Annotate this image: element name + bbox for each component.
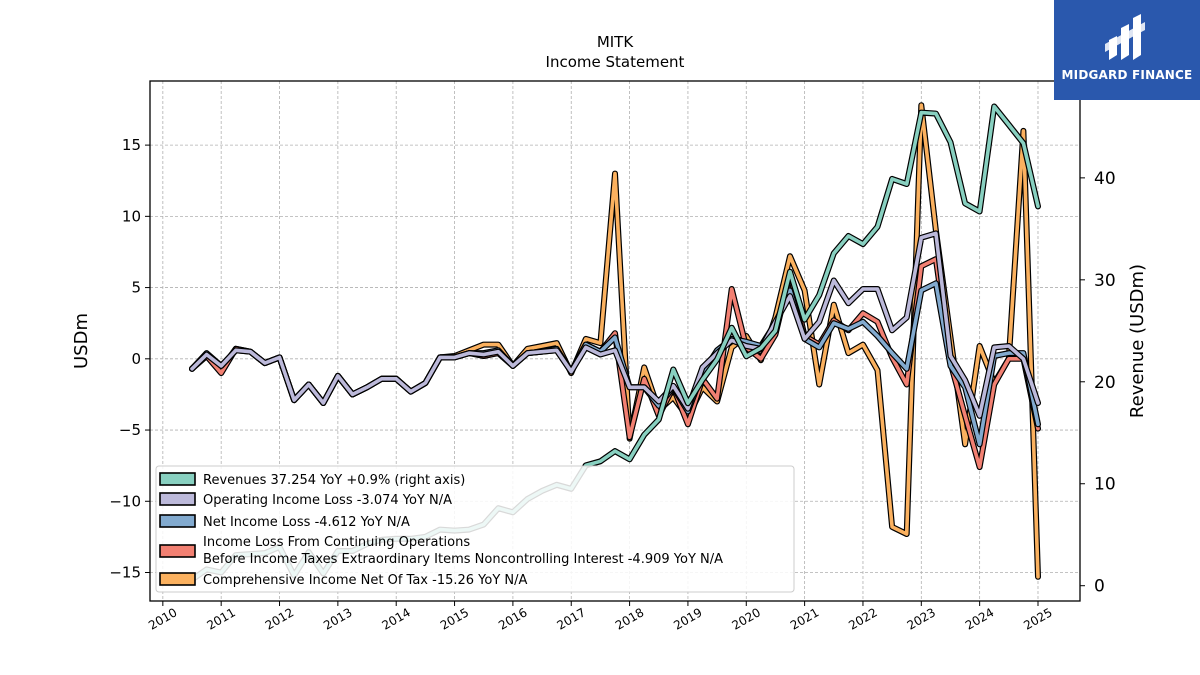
chart-subtitle: Income Statement — [546, 53, 685, 71]
legend-box — [155, 465, 795, 593]
brand-mark-icon — [1105, 14, 1145, 60]
legend-label: Net Income Loss -4.612 YoY N/A — [203, 515, 410, 530]
y-tick-label-left: −5 — [119, 421, 141, 439]
y-tick-label-left: 0 — [131, 350, 141, 368]
legend-label: Before Income Taxes Extraordinary Items … — [203, 552, 723, 567]
y-tick-label-right: 20 — [1094, 373, 1116, 393]
legend: Revenues 37.254 YoY +0.9% (right axis) Op… — [155, 465, 795, 593]
y-tick-label-left: 10 — [122, 207, 141, 225]
legend-label: Comprehensive Income Net Of Tax -15.26 Y… — [203, 573, 528, 588]
plot-frame — [149, 80, 1081, 602]
brand-name: MIDGARD FINANCE — [1061, 68, 1193, 82]
y-tick-label-left: −15 — [109, 564, 141, 582]
brand-logo: MIDGARD FINANCE — [1054, 0, 1200, 100]
chart-title: MITK — [597, 33, 635, 51]
series-1 — [189, 230, 1041, 419]
legend-label: Operating Income Loss -3.074 YoY N/A — [203, 493, 452, 508]
y-tick-label-right: 30 — [1094, 271, 1116, 291]
legend-swatch — [159, 572, 196, 586]
legend-label: Revenues 37.254 YoY +0.9% (right axis) — [203, 473, 465, 488]
y-axis-label-right: Revenue (USDm) — [1127, 264, 1148, 418]
y-tick-label-right: 0 — [1094, 577, 1105, 597]
legend-swatch — [159, 544, 196, 558]
legend-swatch — [159, 492, 196, 506]
y-tick-label-left: 15 — [122, 136, 141, 154]
y-tick-label-left: 5 — [131, 279, 141, 297]
y-tick-label-right: 40 — [1094, 169, 1116, 189]
y-tick-label-right: 10 — [1094, 475, 1116, 495]
y-tick-label-left: −10 — [109, 492, 141, 510]
legend-swatch — [159, 472, 196, 486]
series-line — [190, 231, 1040, 418]
legend-label: Income Loss From Continuing Operations — [203, 535, 470, 550]
y-axis-label-left: USDm — [71, 313, 92, 369]
legend-swatch — [159, 514, 196, 528]
